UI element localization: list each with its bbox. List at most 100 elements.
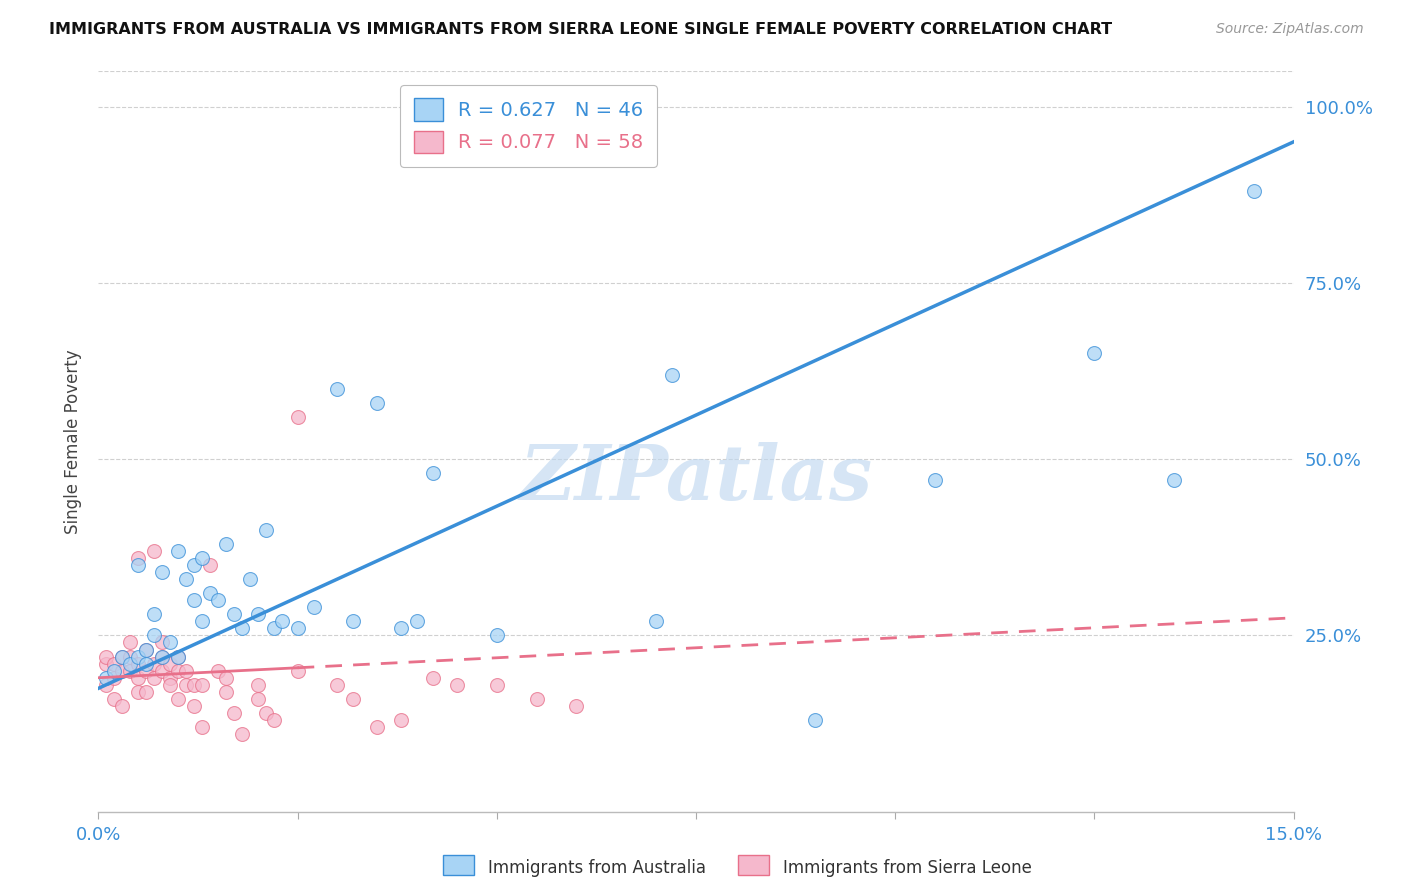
Point bbox=[246, 607, 269, 622]
Point bbox=[485, 628, 508, 642]
Point bbox=[183, 593, 205, 607]
Point bbox=[167, 692, 190, 706]
Point bbox=[326, 382, 349, 396]
Point bbox=[96, 671, 118, 685]
Point bbox=[287, 664, 309, 678]
Point bbox=[150, 565, 173, 579]
Point bbox=[103, 692, 125, 706]
Point bbox=[191, 615, 214, 629]
Point bbox=[263, 621, 285, 635]
Point bbox=[1163, 473, 1185, 487]
Point bbox=[287, 621, 309, 635]
Point bbox=[96, 678, 118, 692]
Point bbox=[191, 678, 214, 692]
Point bbox=[96, 649, 118, 664]
Point bbox=[389, 621, 412, 635]
Point bbox=[246, 692, 269, 706]
Point bbox=[111, 664, 134, 678]
Point bbox=[366, 720, 388, 734]
Point bbox=[215, 537, 238, 551]
Point bbox=[159, 635, 181, 649]
Text: Immigrants from Sierra Leone: Immigrants from Sierra Leone bbox=[783, 859, 1032, 877]
Point bbox=[215, 671, 238, 685]
Point bbox=[135, 657, 157, 671]
Point bbox=[150, 649, 173, 664]
Point bbox=[103, 657, 125, 671]
Point bbox=[174, 664, 197, 678]
Point bbox=[96, 657, 118, 671]
Point bbox=[167, 649, 190, 664]
Point bbox=[150, 664, 173, 678]
Point bbox=[222, 706, 245, 720]
Point bbox=[287, 409, 309, 424]
Point bbox=[127, 657, 149, 671]
Point bbox=[207, 664, 229, 678]
Point bbox=[302, 600, 325, 615]
Point bbox=[127, 685, 149, 699]
Point bbox=[422, 671, 444, 685]
Point bbox=[215, 685, 238, 699]
Point bbox=[446, 678, 468, 692]
Point bbox=[270, 615, 292, 629]
Point bbox=[143, 657, 166, 671]
Point bbox=[191, 720, 214, 734]
Point bbox=[389, 713, 412, 727]
Point bbox=[135, 664, 157, 678]
Point bbox=[127, 671, 149, 685]
Point bbox=[239, 572, 262, 586]
Text: IMMIGRANTS FROM AUSTRALIA VS IMMIGRANTS FROM SIERRA LEONE SINGLE FEMALE POVERTY : IMMIGRANTS FROM AUSTRALIA VS IMMIGRANTS … bbox=[49, 22, 1112, 37]
Text: Source: ZipAtlas.com: Source: ZipAtlas.com bbox=[1216, 22, 1364, 37]
Point bbox=[254, 523, 277, 537]
Point bbox=[804, 713, 827, 727]
Point bbox=[183, 698, 205, 713]
Point bbox=[150, 649, 173, 664]
Point bbox=[526, 692, 548, 706]
Point bbox=[127, 550, 149, 565]
Point bbox=[254, 706, 277, 720]
Text: ZIPatlas: ZIPatlas bbox=[519, 442, 873, 516]
Point bbox=[183, 678, 205, 692]
Point bbox=[366, 396, 388, 410]
Point bbox=[143, 628, 166, 642]
Point bbox=[645, 615, 668, 629]
Point bbox=[183, 558, 205, 572]
Point bbox=[111, 698, 134, 713]
Point bbox=[167, 649, 190, 664]
Point bbox=[174, 678, 197, 692]
Point bbox=[1083, 346, 1105, 360]
Y-axis label: Single Female Poverty: Single Female Poverty bbox=[63, 350, 82, 533]
Point bbox=[120, 635, 142, 649]
Point bbox=[135, 685, 157, 699]
Point bbox=[263, 713, 285, 727]
Point bbox=[1243, 184, 1265, 198]
Point bbox=[120, 649, 142, 664]
Point bbox=[661, 368, 683, 382]
Point bbox=[159, 678, 181, 692]
Point bbox=[135, 642, 157, 657]
Point bbox=[198, 586, 221, 600]
Point bbox=[103, 671, 125, 685]
Point bbox=[422, 467, 444, 481]
Point bbox=[143, 544, 166, 558]
Point bbox=[222, 607, 245, 622]
Point bbox=[111, 649, 134, 664]
Point bbox=[191, 550, 214, 565]
Legend: R = 0.627   N = 46, R = 0.077   N = 58: R = 0.627 N = 46, R = 0.077 N = 58 bbox=[401, 85, 657, 167]
Point bbox=[485, 678, 508, 692]
Point bbox=[103, 664, 125, 678]
Point bbox=[246, 678, 269, 692]
Point bbox=[231, 621, 253, 635]
Point bbox=[326, 678, 349, 692]
Point bbox=[127, 558, 149, 572]
Text: Immigrants from Australia: Immigrants from Australia bbox=[488, 859, 706, 877]
Point bbox=[207, 593, 229, 607]
Point bbox=[406, 615, 429, 629]
Point bbox=[150, 635, 173, 649]
Point bbox=[231, 727, 253, 741]
Point bbox=[924, 473, 946, 487]
Point bbox=[565, 698, 588, 713]
Point bbox=[174, 572, 197, 586]
Point bbox=[167, 664, 190, 678]
Point bbox=[167, 544, 190, 558]
Point bbox=[120, 664, 142, 678]
